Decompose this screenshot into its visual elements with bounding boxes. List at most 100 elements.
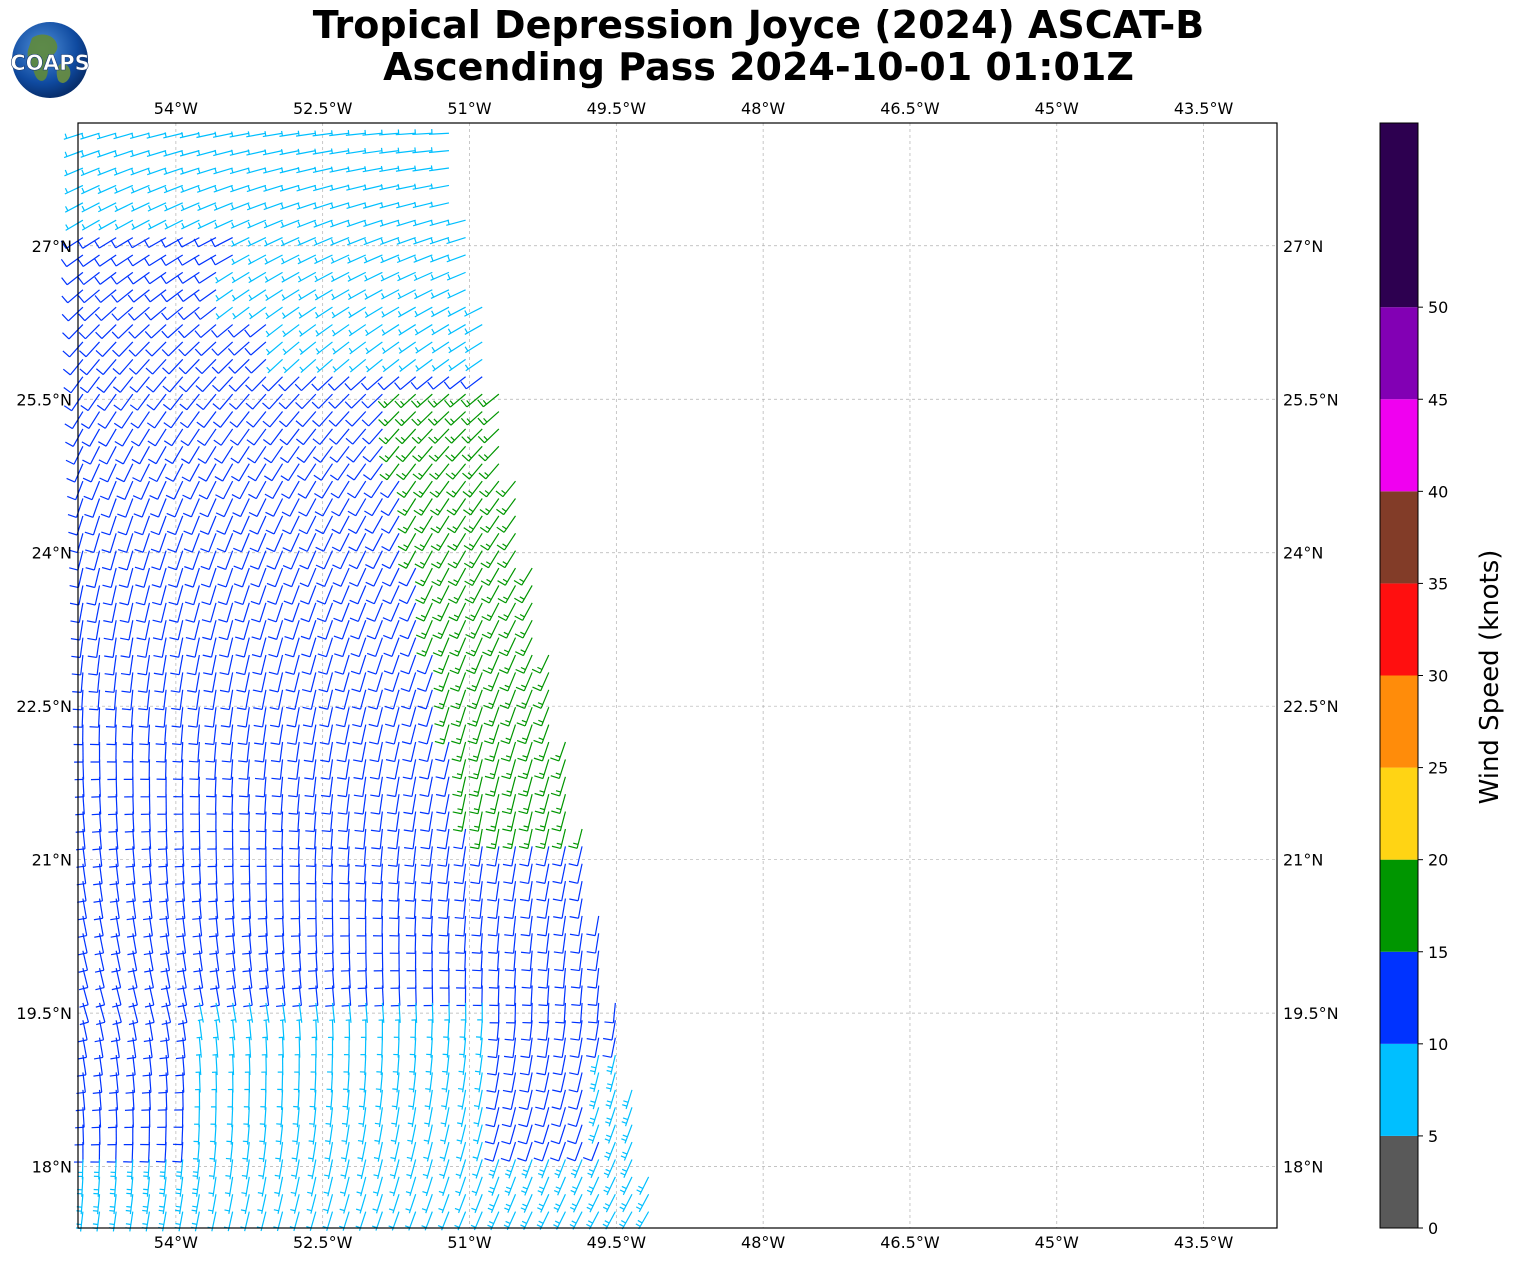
barb-staff [544,1054,550,1075]
wind-barb [454,898,467,920]
wind-barb [489,1002,500,1024]
wind-barb [209,950,220,973]
barb-half [419,526,425,531]
barb-staff [67,306,84,322]
barb-staff [265,968,269,989]
barb-flag [233,583,243,588]
barb-flag [427,418,435,426]
barb-flag [251,654,261,658]
barb-staff [214,237,233,248]
wind-barb [138,689,151,711]
barb-staff [522,602,533,621]
barb-half [431,346,436,352]
barb-flag [134,548,144,553]
wind-barb [429,463,450,480]
wind-barb [177,968,187,990]
wind-barb [261,376,283,392]
wind-barb [431,306,450,318]
barb-flag [569,1055,579,1058]
barb-flag [288,830,298,833]
wind-barb [122,707,134,728]
barb-staff [452,463,467,480]
barb-flag [364,528,373,534]
barb-staff [439,567,450,587]
barb-flag [443,381,451,390]
wind-barb [220,689,234,711]
wind-barb [587,1002,600,1024]
barb-staff [113,672,117,693]
barb-staff [439,585,450,604]
barb-flag [452,811,462,815]
wind-barb [207,846,218,868]
barb-flag [571,1004,581,1007]
barb-staff [324,567,334,587]
wind-barb [366,602,383,622]
barb-flag [110,276,118,285]
wind-barb [477,393,500,408]
barb-flag [138,708,148,711]
barb-half [419,508,424,513]
wind-barb [281,306,300,319]
barb-staff [182,950,187,971]
wind-barb [245,1020,252,1041]
wind-barb [279,184,300,192]
wind-barb [429,183,450,190]
barb-half [506,772,512,776]
barb-staff [377,741,383,762]
wind-barb [433,689,450,710]
wind-barb [397,306,416,318]
wind-barb [467,707,483,727]
wind-barb [265,289,283,302]
barb-flag [568,845,578,849]
barb-staff [132,271,150,285]
barb-staff [295,724,300,745]
barb-flag [466,687,476,692]
wind-barb [200,567,217,588]
barb-flag [93,900,103,903]
wind-barb [339,863,350,885]
barb-staff [346,794,350,815]
barb-staff [82,881,87,901]
barb-flag [432,652,442,657]
barb-staff [196,724,200,745]
barb-staff [579,968,583,989]
barb-staff [370,463,383,481]
wind-barb [290,915,301,937]
wind-barb [431,550,450,569]
wind-barb [469,794,483,815]
barb-staff [447,915,450,936]
barb-flag [177,1004,187,1008]
wind-barb [292,1107,300,1128]
barb-flag [167,566,177,571]
barb-staff [110,550,117,571]
barb-staff [270,445,284,464]
barb-half [214,167,217,174]
wind-barb [222,759,234,780]
barb-staff [576,1072,583,1093]
barb-staff [396,828,400,849]
wind-barb [214,445,234,464]
wind-barb [447,289,466,299]
barb-staff [122,446,134,465]
wind-barb [89,689,101,711]
barb-staff [98,985,106,1006]
wind-barb [97,167,117,176]
wind-barb [341,1107,350,1128]
barb-flag [127,969,137,973]
barb-staff [578,950,583,971]
wind-barb [185,620,200,641]
barb-half [470,649,477,653]
barb-staff [301,376,317,392]
wind-barb [96,132,117,140]
wind-barb [245,393,267,410]
wind-barb [152,585,167,606]
barb-flag [300,618,310,623]
wind-barb [554,950,567,972]
barb-staff [320,463,333,481]
wind-barb [276,1089,284,1110]
barb-staff [114,219,134,231]
wind-barb [177,985,188,1008]
barb-flag [193,256,200,266]
wind-barb [338,828,350,850]
barb-staff [430,915,433,936]
